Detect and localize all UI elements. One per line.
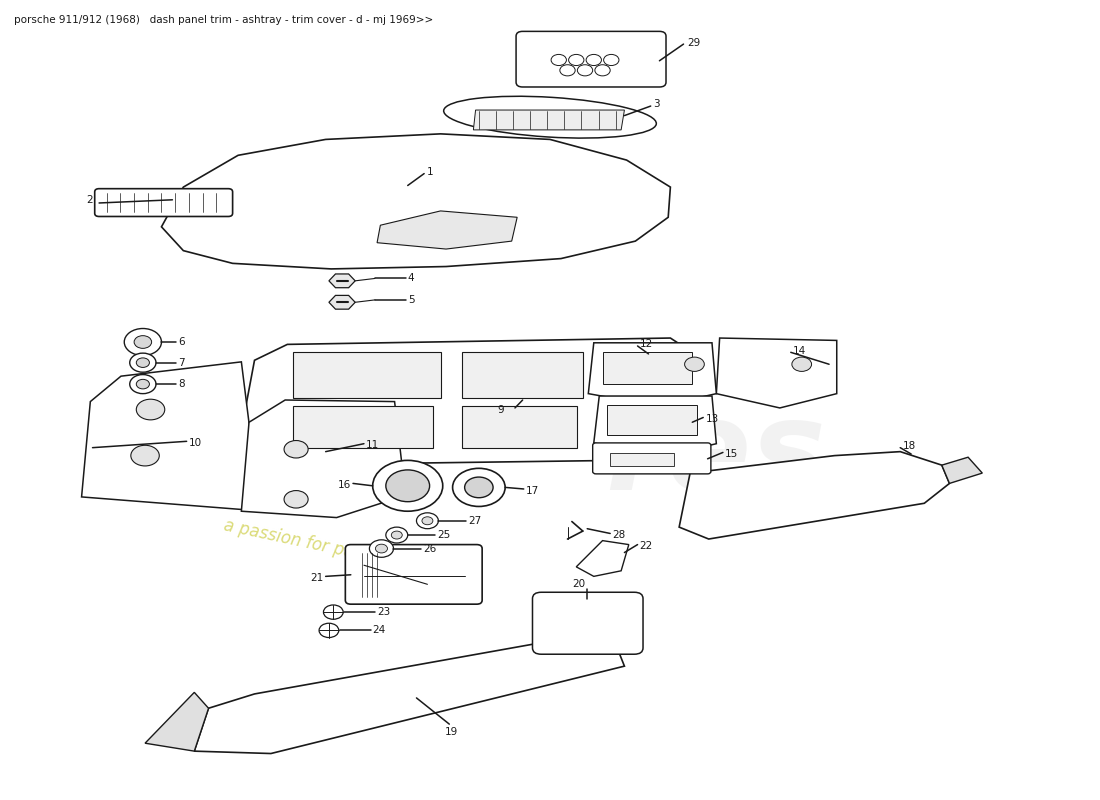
Bar	[610, 454, 673, 466]
Text: porsche 911/912 (1968)   dash panel trim - ashtray - trim cover - d - mj 1969>>: porsche 911/912 (1968) dash panel trim -…	[13, 14, 433, 25]
Polygon shape	[238, 338, 701, 465]
Circle shape	[373, 460, 442, 511]
Circle shape	[604, 54, 619, 66]
Text: 11: 11	[366, 440, 379, 450]
Polygon shape	[716, 338, 837, 408]
Circle shape	[134, 336, 152, 348]
Text: 24: 24	[373, 626, 386, 635]
Circle shape	[560, 65, 575, 76]
Polygon shape	[588, 342, 716, 406]
Bar	[462, 352, 583, 398]
Circle shape	[323, 605, 343, 619]
FancyBboxPatch shape	[593, 443, 711, 474]
Circle shape	[586, 54, 602, 66]
Circle shape	[452, 468, 505, 506]
Ellipse shape	[443, 96, 657, 138]
Bar	[462, 406, 578, 448]
Text: 27: 27	[468, 516, 481, 526]
Text: 9: 9	[497, 406, 504, 415]
Circle shape	[569, 54, 584, 66]
Circle shape	[136, 399, 165, 420]
Polygon shape	[329, 274, 355, 288]
Polygon shape	[942, 457, 982, 483]
Polygon shape	[329, 295, 355, 309]
Circle shape	[319, 623, 339, 638]
Polygon shape	[81, 362, 252, 510]
Text: 7: 7	[178, 358, 185, 368]
Polygon shape	[594, 396, 716, 457]
Circle shape	[386, 527, 408, 543]
Circle shape	[422, 517, 433, 525]
Bar	[293, 352, 441, 398]
Text: 12: 12	[640, 339, 653, 350]
Text: 17: 17	[526, 486, 539, 495]
Circle shape	[284, 490, 308, 508]
Circle shape	[792, 357, 812, 371]
Text: 13: 13	[705, 414, 718, 424]
Circle shape	[386, 470, 430, 502]
Bar	[293, 406, 433, 448]
Text: 14: 14	[793, 346, 806, 356]
Polygon shape	[576, 541, 629, 576]
Circle shape	[551, 54, 566, 66]
Polygon shape	[377, 211, 517, 249]
Polygon shape	[145, 692, 209, 751]
Text: 8: 8	[178, 379, 185, 389]
Circle shape	[124, 329, 162, 355]
Text: 22: 22	[640, 541, 653, 551]
Text: 20: 20	[572, 579, 585, 590]
Text: 5: 5	[408, 295, 415, 305]
Polygon shape	[473, 110, 625, 130]
Text: 21: 21	[310, 573, 323, 583]
Polygon shape	[195, 630, 625, 754]
Text: 3: 3	[653, 99, 660, 110]
Circle shape	[131, 446, 160, 466]
Text: euro: euro	[309, 339, 630, 461]
Circle shape	[375, 544, 387, 553]
Circle shape	[464, 477, 493, 498]
Text: a passion for parts since 1985: a passion for parts since 1985	[222, 516, 471, 586]
Text: 6: 6	[178, 337, 185, 347]
FancyBboxPatch shape	[532, 592, 644, 654]
Text: 28: 28	[613, 530, 626, 540]
Circle shape	[578, 65, 593, 76]
Circle shape	[136, 358, 150, 367]
Bar	[603, 352, 692, 384]
Bar	[607, 405, 696, 435]
Text: 18: 18	[902, 441, 915, 451]
Polygon shape	[241, 400, 406, 518]
Polygon shape	[162, 134, 670, 269]
Text: 26: 26	[424, 543, 437, 554]
Circle shape	[130, 374, 156, 394]
Circle shape	[595, 65, 610, 76]
FancyBboxPatch shape	[345, 545, 482, 604]
Text: 1: 1	[427, 167, 433, 177]
Text: 19: 19	[444, 727, 459, 737]
Circle shape	[370, 540, 394, 558]
Circle shape	[136, 379, 150, 389]
Text: 16: 16	[338, 480, 351, 490]
Circle shape	[130, 353, 156, 372]
Text: 15: 15	[725, 449, 738, 459]
FancyBboxPatch shape	[516, 31, 666, 87]
Text: res: res	[605, 395, 825, 516]
Circle shape	[684, 357, 704, 371]
Circle shape	[417, 513, 439, 529]
Text: 29: 29	[686, 38, 700, 47]
Text: 10: 10	[189, 438, 202, 448]
Text: 2: 2	[86, 194, 92, 205]
Circle shape	[392, 531, 403, 539]
Text: 25: 25	[438, 530, 451, 540]
FancyBboxPatch shape	[95, 189, 232, 217]
Polygon shape	[679, 452, 949, 539]
Text: 23: 23	[377, 607, 390, 617]
Text: 4: 4	[408, 274, 415, 283]
Circle shape	[284, 441, 308, 458]
